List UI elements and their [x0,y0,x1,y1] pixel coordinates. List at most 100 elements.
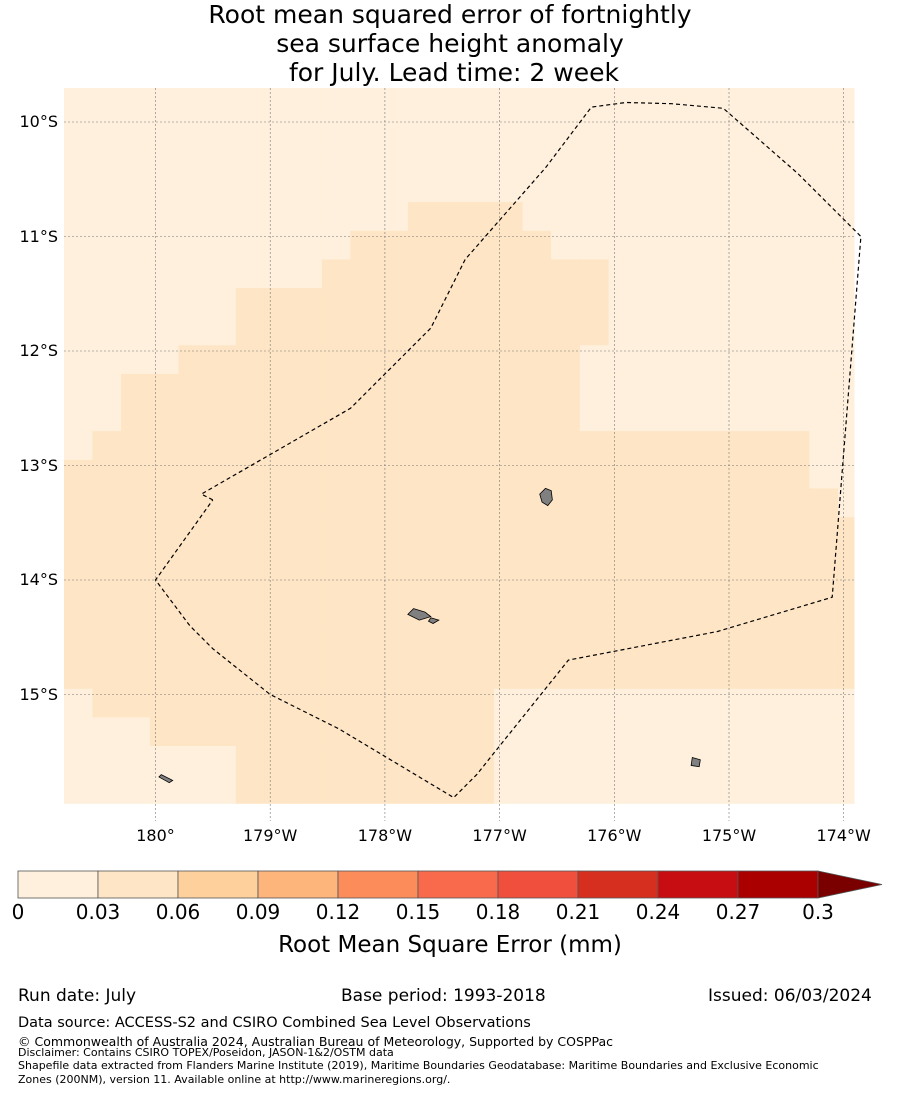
grid-cell [149,717,179,747]
grid-cell [665,602,696,633]
grid-cell [723,602,753,633]
grid-cell [121,144,151,175]
grid-cell [436,488,466,518]
grid-cell [723,431,753,461]
grid-cell [551,288,581,318]
grid-cell [178,259,208,289]
grid-cell [780,173,810,203]
lon-tick-label: 176°W [587,826,642,845]
grid-cell [723,144,753,175]
grid-cell [149,746,179,776]
grid-cell [637,602,667,633]
grid-cell [178,316,208,346]
grid-cell [207,488,237,518]
grid-cell [465,774,495,804]
grid-cell [321,202,351,232]
grid-cell [178,202,208,232]
grid-cell [121,431,151,461]
grid-cell [235,602,265,633]
grid-cell [809,116,839,146]
grid-cell [522,345,552,375]
grid-cell [207,259,237,289]
grid-cell [579,602,610,633]
grid-cell [379,545,409,575]
grid-cell [551,88,581,117]
grid-cell [723,774,753,804]
grid-cell [64,488,93,518]
grid-cell [522,288,552,318]
grid-cell [723,202,753,232]
colorbar-tick: 0.09 [235,900,281,924]
colorbar-tick: 0.06 [155,900,201,924]
grid-cell [809,660,839,690]
grid-cell [293,202,323,232]
grid-cell [694,631,724,661]
grid-cell [465,459,495,489]
grid-cell [608,116,638,146]
grid-cell [837,431,855,461]
colorbar-tick: 0.18 [475,900,521,924]
grid-cell [92,116,122,146]
grid-cell [121,459,151,489]
grid-cell [751,288,782,318]
grid-cell [264,202,294,232]
grid-cell [780,602,810,633]
grid-cell [207,316,237,346]
colorbar-tick: 0.3 [802,900,834,924]
grid-cell [522,144,552,175]
grid-cell [723,688,753,718]
grid-cell [723,660,753,690]
grid-cell [407,202,438,232]
grid-cell [350,574,380,604]
grid-cell [522,574,552,604]
grid-cell [465,144,495,175]
grid-cell [92,316,122,346]
grid-cell [493,144,524,175]
title-line-2: sea surface height anomaly [276,29,624,58]
grid-cell [465,688,495,718]
grid-cell [694,202,724,232]
grid-cell [121,373,151,404]
grid-cell [522,774,552,804]
grid-cell [493,688,524,718]
grid-cell [723,717,753,747]
colorbar-tick: 0.27 [715,900,761,924]
grid-cell [579,373,610,404]
grid-cell [149,688,179,718]
grid-cell [64,259,93,289]
grid-cell [92,288,122,318]
grid-cell [321,688,351,718]
grid-cell [780,459,810,489]
grid-cell [121,545,151,575]
grid-cell [522,517,552,547]
grid-cell [264,316,294,346]
grid-cell [694,173,724,203]
grid-cell [809,774,839,804]
grid-cell [321,717,351,747]
grid-cell [121,288,151,318]
grid-cell [837,345,855,375]
grid-cell [293,717,323,747]
grid-cell [64,402,93,432]
grid-cell [121,202,151,232]
grid-cell [407,545,438,575]
grid-cell [235,431,265,461]
grid-cell [751,631,782,661]
grid-cell [264,660,294,690]
grid-cell [522,116,552,146]
grid-cell [637,488,667,518]
grid-cell [436,545,466,575]
grid-cell [293,746,323,776]
grid-cell [608,316,638,346]
base-period: Base period: 1993-2018 [341,986,546,1006]
grid-cell [121,631,151,661]
grid-cell [235,116,265,146]
grid-cell [751,545,782,575]
grid-cell [178,631,208,661]
grid-cell [751,660,782,690]
colorbar-segment [497,870,579,899]
lat-tick-label: 11°S [19,226,58,246]
grid-cell [350,746,380,776]
grid-cell [751,459,782,489]
grid-cell [809,488,839,518]
